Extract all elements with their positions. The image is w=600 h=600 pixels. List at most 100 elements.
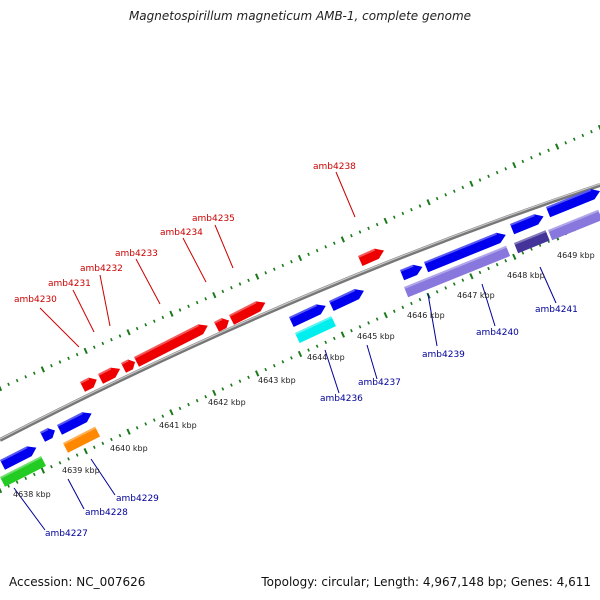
- tick-mark-reverse: [504, 259, 508, 263]
- tick-mark-forward: [92, 345, 96, 349]
- tick-mark-forward: [564, 141, 568, 145]
- tick-mark-reverse: [367, 321, 370, 325]
- leader-line: [135, 258, 161, 305]
- gene-green-highlight: [0, 456, 42, 479]
- gene-amb4228-shape: [57, 412, 92, 435]
- leader-line: [214, 224, 234, 269]
- accession-text: Accession: NC_007626: [9, 575, 146, 589]
- tick-mark-reverse: [152, 418, 156, 422]
- gene-label-reverse: amb4237: [358, 378, 401, 388]
- gene-green-shape: [0, 456, 46, 487]
- tick-mark-reverse: [110, 437, 113, 442]
- tick-mark-forward: [358, 230, 362, 234]
- gene-amb4241-a-highlight: [510, 214, 535, 226]
- tick-mark-reverse: [495, 262, 499, 267]
- tick-mark-reverse: [101, 441, 105, 446]
- tick-mark-reverse: [418, 297, 422, 302]
- tick-mark-forward: [444, 193, 448, 197]
- tick-mark-reverse: [392, 309, 396, 313]
- tick-mark-reverse: [40, 467, 46, 474]
- gene-amb4239-a-highlight: [400, 264, 414, 272]
- tick-mark-forward: [410, 208, 413, 212]
- gene-amb4236-b: [329, 289, 364, 311]
- tick-mark-forward: [521, 159, 525, 164]
- tick-mark-reverse: [15, 480, 19, 484]
- tick-mark-reverse: [169, 409, 174, 416]
- gene-label-forward: amb4232: [80, 264, 123, 274]
- tick-mark-reverse: [264, 367, 268, 372]
- tick-mark-forward: [118, 334, 122, 338]
- tick-mark-reverse: [530, 247, 533, 251]
- gene-label-reverse: amb4241: [535, 305, 578, 315]
- gene-amb4240-b: [514, 230, 550, 254]
- gene-amb4232-highlight: [121, 359, 129, 365]
- tick-mark-reverse: [272, 363, 276, 368]
- gene-amb4227-a: [0, 446, 37, 470]
- tick-mark-reverse: [461, 278, 465, 282]
- scale-label: 4642 kbp: [208, 398, 246, 407]
- tick-mark-forward: [75, 352, 79, 357]
- gene-amb4236-a: [289, 304, 326, 327]
- tick-mark-forward: [340, 236, 345, 243]
- tick-mark-reverse: [178, 406, 182, 411]
- tick-mark-forward: [487, 174, 490, 178]
- gene-amb4239-b: [424, 232, 506, 273]
- tick-mark-reverse: [92, 445, 96, 449]
- tick-mark-forward: [83, 347, 88, 355]
- tick-mark-forward: [367, 226, 370, 230]
- tick-mark-reverse: [221, 387, 225, 391]
- gene-amb4241-a-shape: [510, 214, 544, 235]
- tick-mark-reverse: [307, 348, 310, 352]
- gene-amb4230-shape: [80, 377, 97, 392]
- gene-amb4227-a-highlight: [0, 446, 28, 462]
- scale-label: 4647 kbp: [457, 291, 495, 300]
- scale-labels: 4638 kbp 4639 kbp 4640 kbp 4641 kbp 4642 kbp…: [13, 251, 595, 499]
- scale-label: 4640 kbp: [110, 444, 148, 453]
- gene-amb4240: [404, 245, 511, 298]
- gene-label-forward: amb4230: [14, 295, 57, 305]
- gene-amb4236-a-highlight: [289, 304, 318, 319]
- gene-label-reverse: amb4240: [476, 328, 519, 338]
- gene-amb4227-b-shape: [40, 428, 55, 442]
- tick-mark-forward: [375, 222, 379, 227]
- tick-mark-reverse: [375, 317, 379, 321]
- label-leader-lines: [13, 171, 557, 531]
- scale-label: 4649 kbp: [557, 251, 595, 260]
- gene-amb4241-b-shape: [546, 189, 600, 218]
- tick-mark-forward: [7, 382, 10, 386]
- scale-label: 4643 kbp: [258, 376, 296, 385]
- tick-mark-reverse: [238, 379, 242, 383]
- tick-mark-reverse: [444, 286, 448, 290]
- tick-mark-reverse: [50, 464, 53, 469]
- tick-mark-forward: [572, 137, 576, 141]
- tick-mark-forward: [187, 304, 190, 308]
- gene-amb4229-highlight: [63, 426, 96, 445]
- tick-mark-forward: [590, 130, 593, 134]
- tick-mark-reverse: [254, 370, 260, 377]
- tick-mark-reverse: [478, 270, 482, 275]
- tick-mark-reverse: [161, 414, 165, 418]
- tick-mark-forward: [290, 260, 293, 264]
- gene-label-forward: amb4233: [115, 249, 158, 259]
- tick-mark-forward: [297, 254, 303, 262]
- tick-mark-forward: [152, 319, 156, 323]
- tick-mark-reverse: [204, 395, 208, 399]
- leader-line: [72, 289, 95, 333]
- tick-mark-reverse: [469, 273, 474, 280]
- tick-mark-reverse: [212, 389, 217, 397]
- tick-mark-forward: [435, 196, 439, 201]
- tick-mark-forward: [178, 308, 182, 312]
- gene-amb4241-a: [510, 214, 544, 235]
- tick-mark-reverse: [435, 290, 439, 294]
- tick-mark-reverse: [340, 331, 346, 338]
- gene-amb4234-shape: [214, 318, 229, 332]
- tick-mark-forward: [0, 385, 3, 392]
- tick-mark-forward: [512, 161, 517, 169]
- tick-mark-reverse: [324, 340, 328, 345]
- tick-mark-reverse: [452, 282, 456, 286]
- gene-amb4229: [63, 426, 101, 453]
- gene-amb4239-a: [400, 264, 423, 281]
- tick-mark-forward: [212, 291, 217, 299]
- tick-mark-forward: [478, 178, 482, 182]
